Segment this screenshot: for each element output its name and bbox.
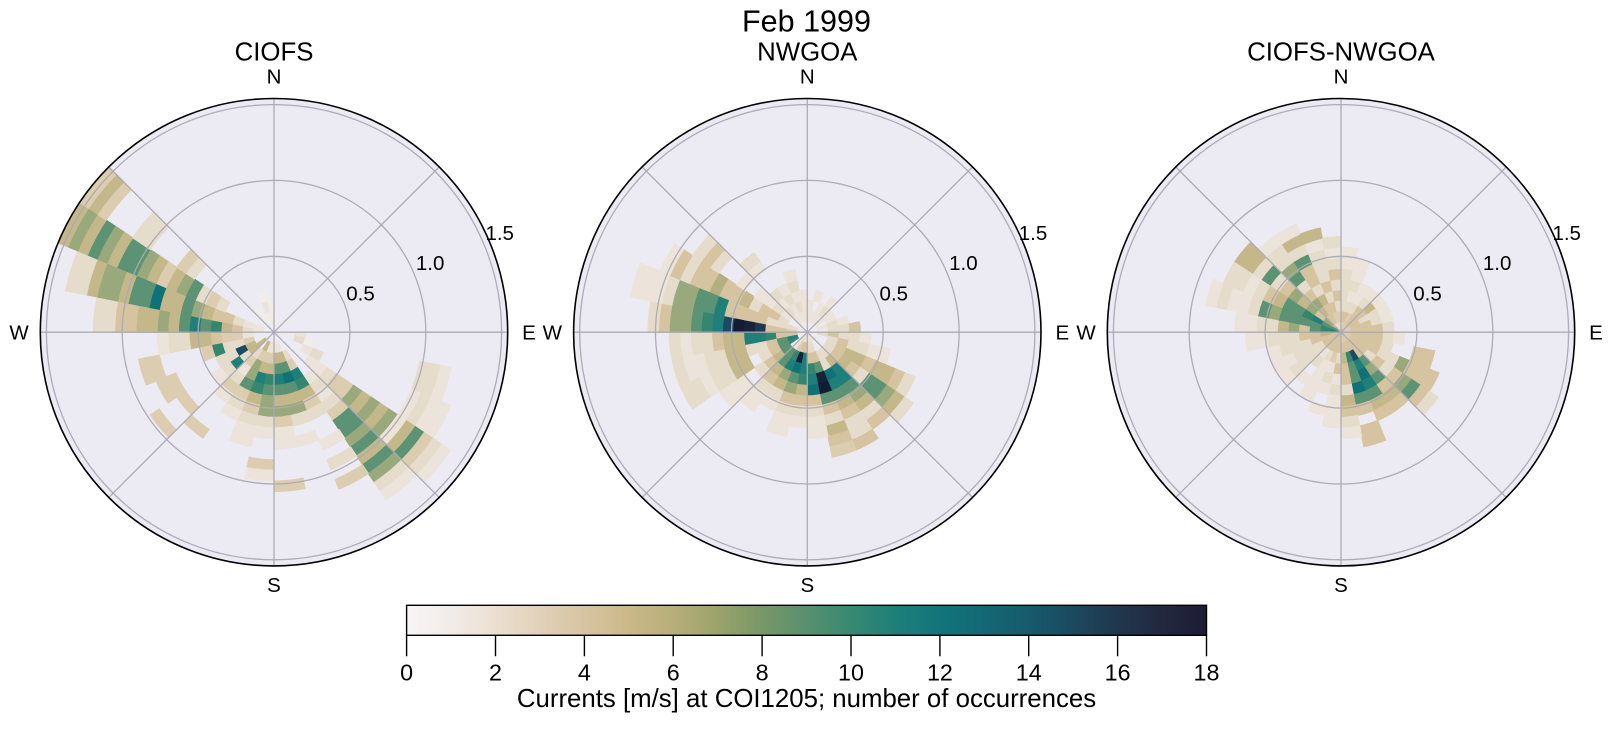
svg-text:1.0: 1.0	[1483, 252, 1512, 275]
svg-text:NWGOA: NWGOA	[757, 39, 858, 67]
svg-text:S: S	[1334, 574, 1348, 597]
svg-text:N: N	[800, 66, 815, 89]
svg-text:Feb 1999: Feb 1999	[742, 5, 871, 39]
svg-text:18: 18	[1194, 660, 1220, 686]
svg-text:N: N	[267, 66, 282, 89]
svg-text:1.5: 1.5	[485, 222, 514, 245]
svg-text:8: 8	[756, 660, 769, 686]
svg-text:E: E	[1055, 321, 1069, 344]
svg-text:W: W	[9, 321, 29, 344]
svg-text:0: 0	[400, 660, 413, 686]
svg-text:6: 6	[667, 660, 680, 686]
svg-text:E: E	[522, 321, 536, 344]
svg-text:1.5: 1.5	[1552, 222, 1581, 245]
svg-text:S: S	[267, 574, 281, 597]
svg-text:CIOFS: CIOFS	[235, 39, 314, 67]
svg-text:S: S	[800, 574, 814, 597]
svg-text:Currents [m/s] at COI1205; num: Currents [m/s] at COI1205; number of occ…	[517, 685, 1096, 713]
svg-text:14: 14	[1016, 660, 1042, 686]
svg-text:10: 10	[838, 660, 864, 686]
svg-text:1.5: 1.5	[1019, 222, 1048, 245]
svg-text:E: E	[1589, 321, 1603, 344]
svg-text:0.5: 0.5	[880, 282, 909, 305]
svg-text:0.5: 0.5	[1413, 282, 1442, 305]
svg-text:16: 16	[1105, 660, 1131, 686]
svg-text:N: N	[1334, 66, 1349, 89]
svg-text:4: 4	[578, 660, 591, 686]
svg-text:W: W	[543, 321, 563, 344]
svg-text:1.0: 1.0	[949, 252, 978, 275]
svg-text:2: 2	[489, 660, 502, 686]
svg-text:CIOFS-NWGOA: CIOFS-NWGOA	[1247, 39, 1436, 67]
svg-text:12: 12	[927, 660, 953, 686]
svg-text:0.5: 0.5	[346, 282, 375, 305]
svg-text:W: W	[1076, 321, 1096, 344]
svg-text:1.0: 1.0	[416, 252, 445, 275]
